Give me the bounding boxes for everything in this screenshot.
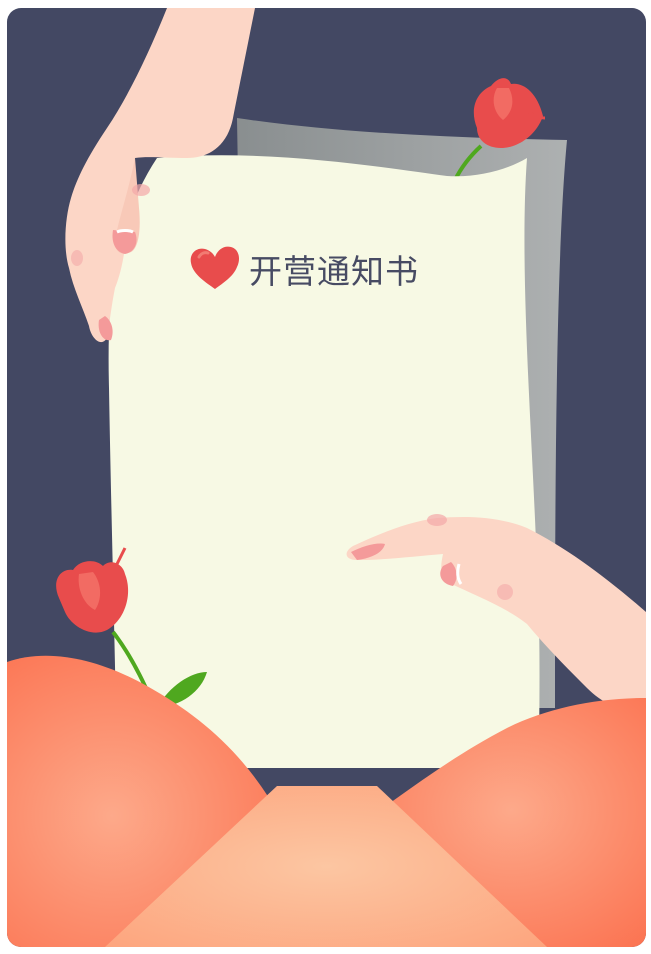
- invitation-card: 开营通知书: [7, 8, 646, 947]
- heart-icon: [190, 246, 239, 289]
- hand-bottom-right: [346, 514, 646, 710]
- notice-title: 开营通知书: [249, 252, 419, 291]
- paper-sheet: [108, 155, 540, 768]
- rose-top-right: [453, 78, 546, 181]
- illustration: [7, 8, 646, 947]
- envelope-flap: [105, 786, 547, 947]
- rose-bottom-left: [56, 547, 207, 729]
- hand-top-left: [65, 8, 255, 343]
- notice-header: 开营通知书: [189, 244, 419, 294]
